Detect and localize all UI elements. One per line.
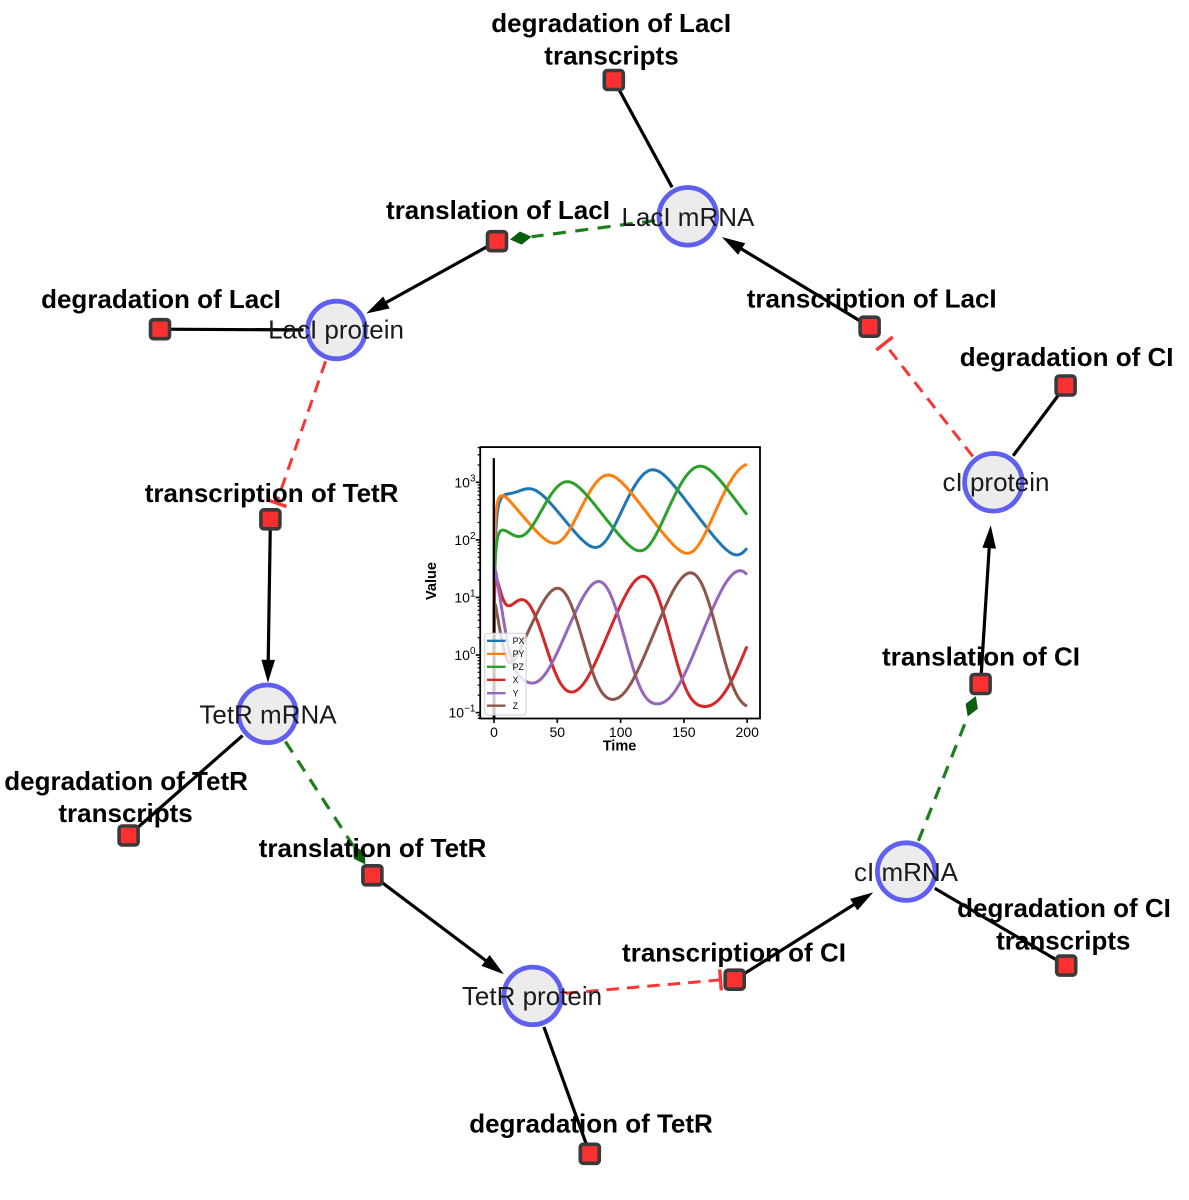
svg-text:degradation of CI: degradation of CI: [957, 893, 1171, 923]
svg-text:cI mRNA: cI mRNA: [854, 857, 959, 887]
svg-text:degradation of TetR: degradation of TetR: [4, 766, 248, 796]
svg-text:TetR mRNA: TetR mRNA: [199, 699, 337, 729]
svg-text:LacI protein: LacI protein: [268, 314, 404, 344]
svg-text:translation of TetR: translation of TetR: [259, 833, 487, 863]
svg-text:200: 200: [736, 724, 760, 740]
svg-text:Y: Y: [513, 689, 519, 699]
svg-text:degradation of LacI: degradation of LacI: [41, 284, 281, 314]
svg-text:transcripts: transcripts: [996, 925, 1130, 955]
svg-text:50: 50: [550, 724, 566, 740]
svg-text:transcription of TetR: transcription of TetR: [145, 478, 399, 508]
svg-text:TetR protein: TetR protein: [462, 981, 602, 1011]
svg-text:degradation of CI: degradation of CI: [960, 342, 1174, 372]
svg-text:translation of LacI: translation of LacI: [386, 195, 610, 225]
svg-text:transcription of LacI: transcription of LacI: [747, 283, 997, 313]
svg-text:transcription of CI: transcription of CI: [622, 938, 846, 968]
svg-text:degradation of TetR: degradation of TetR: [469, 1109, 713, 1139]
svg-text:PX: PX: [513, 636, 525, 646]
svg-text:transcripts: transcripts: [58, 798, 192, 828]
svg-text:PZ: PZ: [513, 662, 525, 672]
svg-text:transcripts: transcripts: [544, 40, 678, 70]
svg-text:Value: Value: [424, 562, 440, 600]
svg-text:translation of CI: translation of CI: [882, 642, 1080, 672]
svg-text:Z: Z: [513, 701, 519, 711]
svg-text:0: 0: [490, 724, 498, 740]
svg-text:150: 150: [672, 724, 696, 740]
svg-text:Time: Time: [603, 739, 637, 755]
svg-text:degradation of LacI: degradation of LacI: [491, 8, 731, 38]
svg-text:100: 100: [609, 724, 633, 740]
svg-text:X: X: [513, 675, 519, 685]
svg-text:LacI mRNA: LacI mRNA: [621, 202, 755, 232]
svg-text:cI protein: cI protein: [943, 467, 1050, 497]
svg-text:PY: PY: [513, 649, 525, 659]
